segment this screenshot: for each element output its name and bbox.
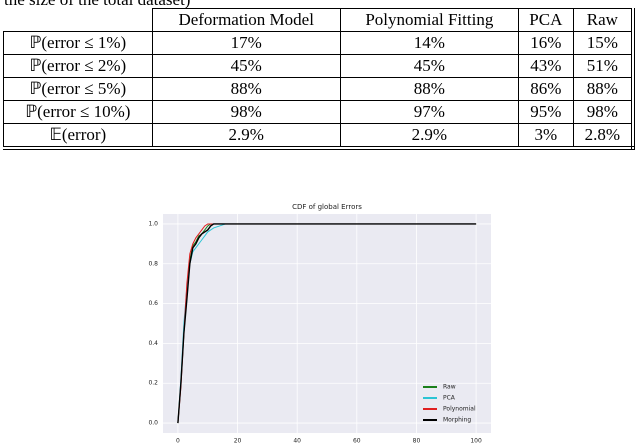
y-tick-label: 0.0: [148, 420, 158, 427]
table-cell: 14%: [339, 31, 519, 55]
x-tick-label: 0: [176, 438, 180, 445]
table-row: ℙ(error ≤ 10%) 98% 97% 95% 98%: [3, 100, 635, 124]
table-cell: 2.8%: [572, 123, 635, 150]
table-cell: ℙ(error ≤ 10%): [3, 100, 153, 124]
table-cell: 95%: [517, 100, 574, 124]
legend-label: Polynomial: [443, 406, 476, 413]
table-cell: 43%: [517, 54, 574, 78]
header-row: Deformation Model Polynomial Fitting PCA Ra…: [3, 8, 635, 32]
table-cell: ℙ(error ≤ 2%): [3, 54, 153, 78]
caption-fragment: the size of the total dataset): [4, 0, 190, 10]
table-cell: Polynomial Fitting: [339, 8, 519, 32]
table-cell: 51%: [572, 54, 635, 78]
table-cell: 45%: [339, 54, 519, 78]
table-cell: Deformation Model: [151, 8, 341, 32]
table-cell: PCA: [517, 8, 574, 32]
table-cell: 88%: [572, 77, 635, 101]
table-cell: [3, 8, 153, 32]
table-cell: 16%: [517, 31, 574, 55]
x-tick-label: 60: [353, 438, 361, 445]
table-cell: 2.9%: [339, 123, 519, 150]
table-cell: 97%: [339, 100, 519, 124]
legend-label: Raw: [443, 384, 456, 391]
y-tick-label: 0.8: [148, 260, 158, 267]
table-cell: 86%: [517, 77, 574, 101]
x-tick-label: 80: [413, 438, 421, 445]
table-cell: 98%: [572, 100, 635, 124]
table-cell: ℙ(error ≤ 5%): [3, 77, 153, 101]
y-tick-label: 0.2: [148, 380, 158, 387]
table-cell: 88%: [339, 77, 519, 101]
table-cell: ℙ(error ≤ 1%): [3, 31, 153, 55]
table-cell: 98%: [151, 100, 341, 124]
table-row: ℙ(error ≤ 5%) 88% 88% 86% 88%: [3, 77, 635, 101]
results-table: Deformation Model Polynomial Fitting PCA Ra…: [3, 8, 635, 150]
table-cell: 17%: [151, 31, 341, 55]
y-tick-label: 0.4: [148, 340, 158, 347]
table-cell: 45%: [151, 54, 341, 78]
y-tick-label: 1.0: [148, 220, 158, 227]
table-row: 𝔼(error) 2.9% 2.9% 3% 2.8%: [3, 123, 635, 150]
data-line: [177, 223, 477, 424]
chart-title: CDF of global Errors: [292, 203, 362, 211]
table-cell: 2.9%: [151, 123, 341, 150]
y-tick-label: 0.6: [148, 300, 158, 307]
table-cell: Raw: [572, 8, 635, 32]
chart: CDF of global Errors 0.0 0.2 0.4 0.6 0.8 1.0 0…: [148, 203, 491, 445]
plot-area: [163, 214, 491, 433]
table-cell: 𝔼(error): [3, 123, 153, 150]
table-cell: 88%: [151, 77, 341, 101]
legend-label: PCA: [443, 395, 456, 402]
legend-label: Morphing: [443, 417, 471, 424]
x-tick-label: 40: [293, 438, 301, 445]
table-row: ℙ(error ≤ 1%) 17% 14% 16% 15%: [3, 31, 635, 55]
x-tick-label: 100: [470, 438, 482, 445]
table-cell: 15%: [572, 31, 635, 55]
table-row: ℙ(error ≤ 2%) 45% 45% 43% 51%: [3, 54, 635, 78]
table-cell: 3%: [517, 123, 574, 150]
x-tick-label: 20: [234, 438, 242, 445]
